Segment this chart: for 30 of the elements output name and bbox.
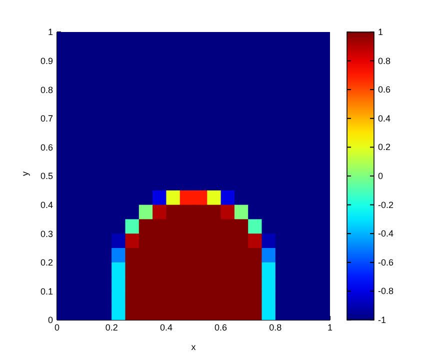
y-tick-label: 0.1 — [40, 286, 53, 296]
y-tick-label: 0.6 — [40, 142, 53, 152]
x-tick-label: 0.6 — [214, 322, 228, 332]
y-tick-label: 0 — [48, 315, 53, 326]
color-bar-label: -1 — [378, 315, 386, 325]
y-tick-label: 0.4 — [40, 200, 53, 210]
color-bar-label: -0.2 — [378, 200, 394, 210]
color-bar-label: -0.8 — [378, 286, 394, 296]
y-tick-label: 0.8 — [40, 84, 53, 95]
y-tick-label: 0.7 — [40, 114, 53, 124]
x-tick-label: 1 — [327, 322, 333, 332]
x-tick-label: 0 — [54, 322, 60, 332]
x-tick-label: 0.8 — [269, 322, 282, 332]
y-tick-label: 0.5 — [40, 171, 53, 182]
color-bar-label: 0.4 — [378, 113, 391, 124]
y-tick-label: 0.3 — [40, 228, 53, 239]
color-bar-label: 0.8 — [378, 56, 391, 66]
y-tick-label: 0.2 — [40, 258, 53, 268]
y-axis-title: y — [20, 171, 30, 176]
x-tick-label: 0.4 — [160, 322, 172, 332]
color-bar-label: 0.2 — [378, 142, 391, 152]
color-bar-label: 0 — [378, 171, 384, 181]
color-bar-label: -0.6 — [378, 257, 394, 268]
color-bar-label: -0.4 — [378, 228, 394, 239]
y-tick-label: 0.9 — [40, 56, 53, 66]
color-bar-label: 1 — [378, 27, 384, 37]
y-tick-label: 1 — [48, 27, 53, 38]
x-axis-title: x — [191, 342, 196, 352]
x-tick-label: 0.2 — [105, 322, 118, 332]
color-bar-label: 0.6 — [378, 84, 391, 95]
